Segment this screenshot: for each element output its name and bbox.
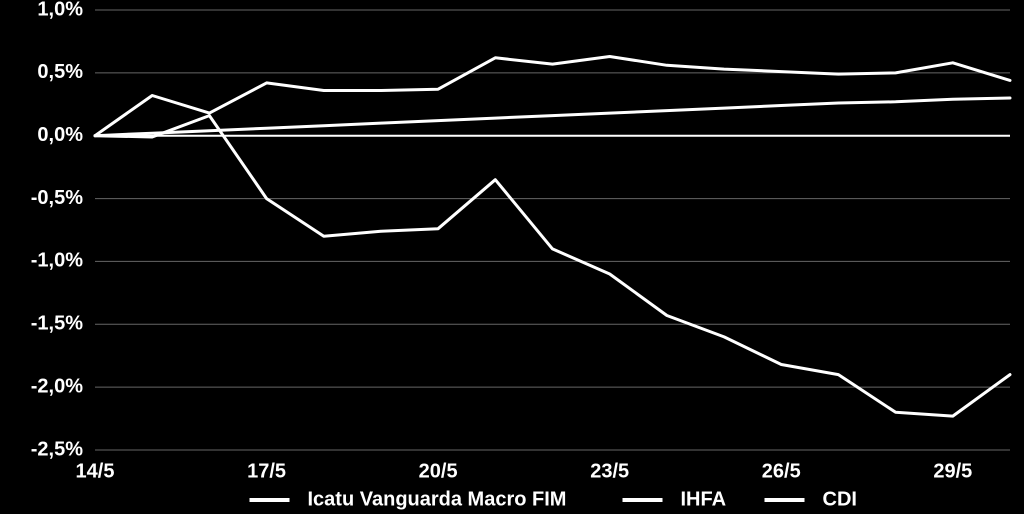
line-chart-svg: 1,0% 0,5% 0,0% -0,5% -1,0% -1,5% -2,0% -2,5%14/…: [0, 0, 1024, 514]
legend-label: Icatu Vanguarda Macro FIM: [308, 488, 567, 510]
y-axis-tick-label: -1,5%: [31, 313, 83, 335]
chart-background: [0, 0, 1024, 514]
x-axis-tick-label: 17/5: [247, 461, 286, 483]
x-axis-tick-label: 20/5: [419, 461, 458, 483]
x-axis-tick-label: 29/5: [933, 461, 972, 483]
chart-container: 1,0% 0,5% 0,0% -0,5% -1,0% -1,5% -2,0% -2,5%14/…: [0, 0, 1024, 514]
y-axis-tick-label: -2,5%: [31, 438, 83, 460]
x-axis-tick-label: 26/5: [762, 461, 801, 483]
legend-label: IHFA: [681, 488, 727, 510]
y-axis-tick-label: 0,5%: [37, 61, 83, 83]
x-axis-tick-label: 14/5: [76, 461, 115, 483]
y-axis-tick-label: -1,0%: [31, 250, 83, 272]
y-axis-tick-label: 1,0%: [37, 0, 83, 20]
x-axis-tick-label: 23/5: [590, 461, 629, 483]
y-axis-tick-label: -0,5%: [31, 187, 83, 209]
y-axis-tick-label: -2,0%: [31, 375, 83, 397]
y-axis-tick-label: 0,0%: [37, 124, 83, 146]
legend-label: CDI: [823, 488, 857, 510]
